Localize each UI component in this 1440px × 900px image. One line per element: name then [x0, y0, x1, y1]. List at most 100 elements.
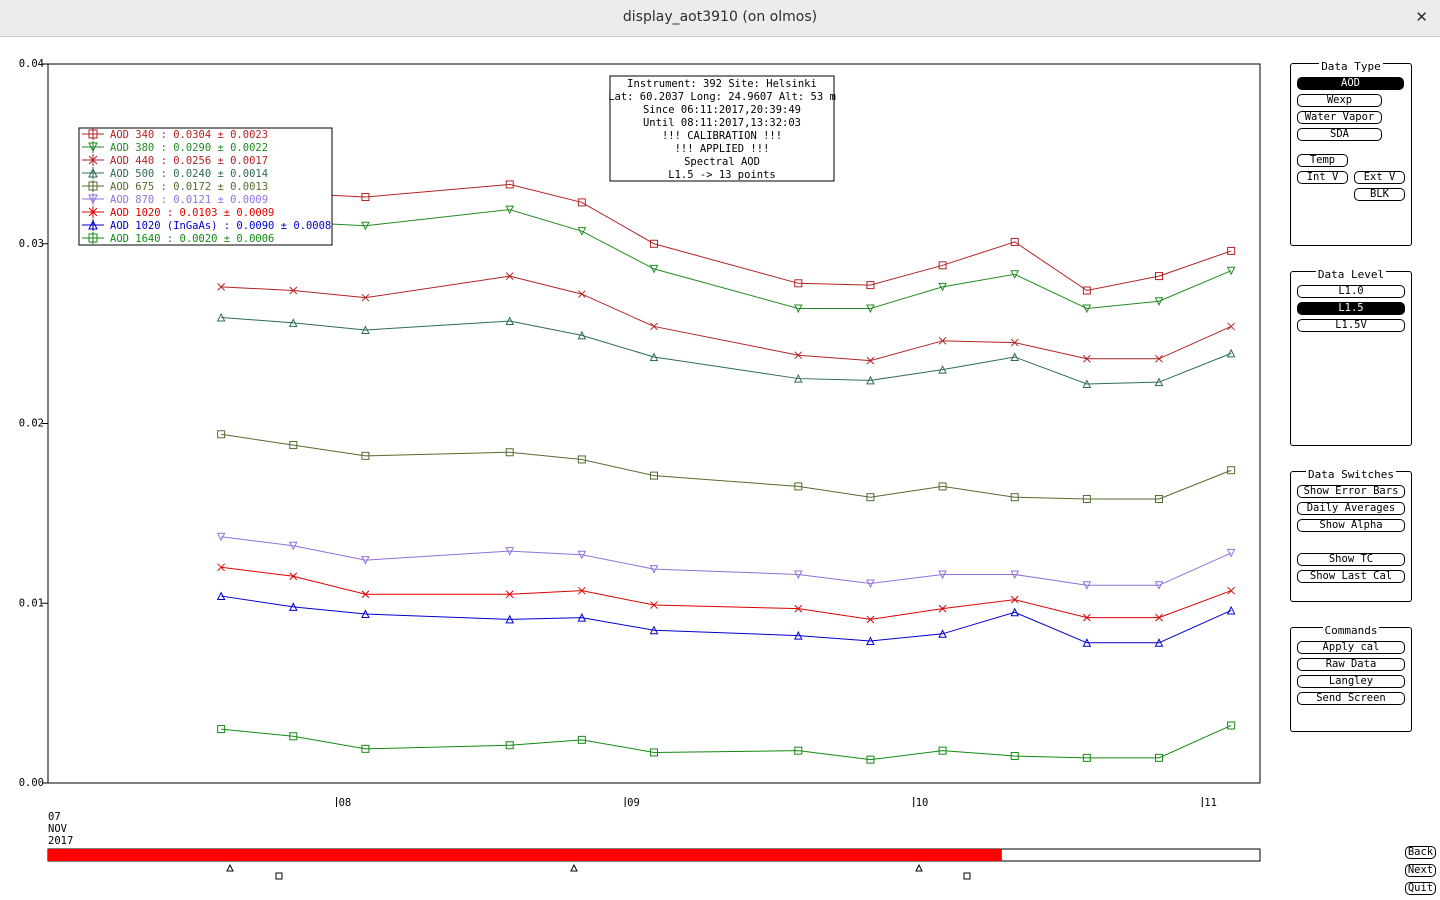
data-point	[361, 325, 370, 335]
legend-label: AOD 1640 : 0.0020 ± 0.0006	[110, 233, 274, 245]
quit-button[interactable]: Quit	[1405, 882, 1436, 895]
data-point	[649, 264, 659, 274]
timeline-marker-square	[275, 872, 283, 880]
l1-5-button[interactable]: L1.5	[1297, 302, 1405, 315]
data-point	[361, 590, 370, 599]
l1-5v-button[interactable]: L1.5V	[1297, 319, 1405, 332]
y-tick-label: 0.04	[19, 58, 44, 70]
raw-data-button[interactable]: Raw Data	[1297, 658, 1405, 671]
data-point	[577, 735, 586, 744]
timeline-progress	[48, 849, 1002, 861]
legend-entry: AOD 1020 (InGaAs) : 0.0090 ± 0.0008	[82, 219, 331, 232]
data-point	[866, 615, 875, 624]
l1-0-button[interactable]: L1.0	[1297, 285, 1405, 298]
show-tc-button[interactable]: Show TC	[1297, 553, 1405, 566]
x-start-label: 07	[48, 811, 61, 823]
y-axis: 0.00 0.01 0.02 0.03 0.04	[19, 58, 48, 789]
sda-button[interactable]: SDA	[1297, 128, 1382, 141]
data-point	[505, 205, 515, 215]
data-point	[289, 286, 298, 295]
daily-averages-button[interactable]: Daily Averages	[1297, 502, 1405, 515]
data-point	[361, 609, 370, 619]
legend-label: AOD 340 : 0.0304 ± 0.0023	[110, 129, 268, 141]
data-point	[649, 352, 659, 361]
data-level-panel: Data Level L1.0 L1.5 L1.5V	[1290, 268, 1412, 446]
data-point	[866, 375, 875, 385]
data-point	[793, 570, 803, 580]
langley-button[interactable]: Langley	[1297, 675, 1405, 688]
series-aod-500	[216, 312, 1236, 388]
data-point	[938, 282, 947, 292]
data-point	[794, 482, 803, 491]
aod-button[interactable]: AOD	[1297, 77, 1404, 90]
data-point	[361, 451, 370, 460]
data-point	[866, 493, 875, 502]
data-point	[649, 565, 659, 574]
int-v-button[interactable]: Int V	[1297, 171, 1348, 184]
data-point	[1227, 246, 1236, 255]
show-alpha-button[interactable]: Show Alpha	[1297, 519, 1405, 532]
timeline[interactable]	[47, 848, 1261, 880]
x-tick-label: 09	[627, 797, 640, 809]
data-point	[1155, 272, 1163, 281]
data-point	[88, 155, 98, 165]
show-error-bars-button[interactable]: Show Error Bars	[1297, 485, 1405, 498]
data-point	[1083, 613, 1091, 622]
series-line	[221, 205, 1232, 309]
data-point	[938, 364, 947, 374]
commands-panel: Commands Apply cal Raw Data Langley Send…	[1290, 624, 1412, 732]
blk-button[interactable]: BLK	[1354, 188, 1405, 201]
info-line: Spectral AOD	[684, 156, 760, 168]
data-point	[88, 181, 98, 191]
x-tick-label: 10	[916, 797, 929, 809]
close-icon[interactable]: ✕	[1415, 8, 1428, 26]
data-point	[1082, 379, 1092, 388]
data-point	[793, 373, 803, 383]
send-screen-button[interactable]: Send Screen	[1297, 692, 1405, 705]
window-titlebar: display_aot3910 (on olmos) ✕	[0, 0, 1440, 37]
water-vapor-button[interactable]: Water Vapor	[1297, 111, 1382, 124]
series-aod-870	[216, 532, 1236, 590]
data-point	[216, 591, 226, 601]
data-point	[361, 556, 370, 565]
data-point	[88, 207, 98, 217]
data-point	[1082, 286, 1091, 295]
data-point	[505, 547, 515, 556]
series-aod-675	[217, 430, 1236, 503]
next-button[interactable]: Next	[1405, 864, 1436, 877]
legend-label: AOD 380 : 0.0290 ± 0.0022	[110, 142, 268, 154]
window-title: display_aot3910 (on olmos)	[622, 9, 818, 25]
wexp-button[interactable]: Wexp	[1297, 94, 1382, 107]
data-point	[794, 351, 803, 360]
info-line: !!! APPLIED !!!	[675, 143, 770, 155]
back-button[interactable]: Back	[1405, 846, 1436, 859]
legend-label: AOD 500 : 0.0240 ± 0.0014	[110, 168, 268, 180]
x-tick-label: 08	[339, 797, 352, 809]
data-point	[650, 322, 658, 331]
data-point	[361, 193, 370, 202]
data-point	[505, 741, 514, 750]
data-type-panel: Data Type AOD Wexp Water Vapor SDA Temp …	[1290, 60, 1412, 246]
y-tick-label: 0.02	[19, 418, 44, 430]
ext-v-button[interactable]: Ext V	[1354, 171, 1405, 184]
legend-label: AOD 440 : 0.0256 ± 0.0017	[110, 155, 268, 167]
data-point	[577, 455, 586, 464]
info-line: Instrument: 392 Site: Helsinki	[627, 78, 817, 90]
x-start-label: NOV	[48, 823, 68, 835]
temp-button[interactable]: Temp	[1297, 154, 1348, 167]
series-line	[221, 316, 1232, 385]
data-point	[1227, 721, 1236, 730]
legend-label: AOD 1020 : 0.0103 ± 0.0009	[110, 207, 274, 219]
apply-cal-button[interactable]: Apply cal	[1297, 641, 1405, 654]
data-level-title: Data Level	[1315, 268, 1387, 281]
data-point	[361, 744, 370, 753]
data-type-title: Data Type	[1319, 60, 1383, 73]
data-point	[1082, 581, 1092, 590]
show-last-cal-button[interactable]: Show Last Cal	[1297, 570, 1405, 583]
series-aod-340	[217, 176, 1236, 295]
data-point	[1082, 638, 1092, 647]
timeline-marker-triangle	[226, 863, 234, 872]
info-line: !!! CALIBRATION !!!	[662, 130, 782, 142]
